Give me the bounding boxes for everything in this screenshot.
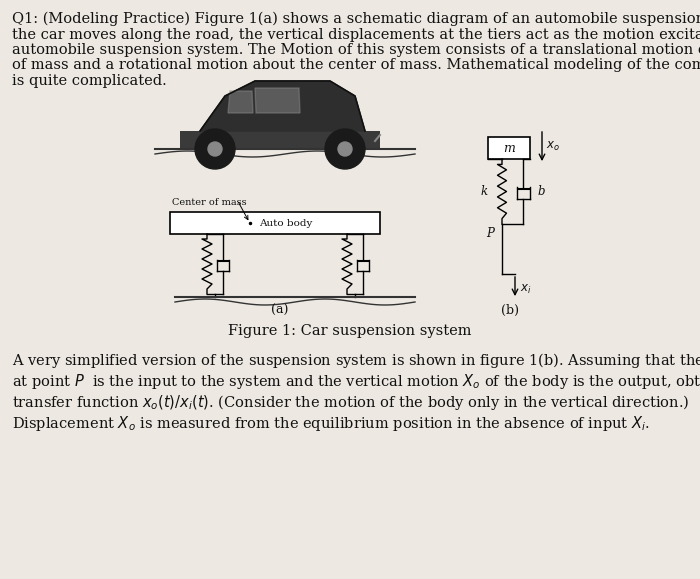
Text: m: m xyxy=(503,141,515,155)
Text: automobile suspension system. The Motion of this system consists of a translatio: automobile suspension system. The Motion… xyxy=(12,43,700,57)
Text: A very simplified version of the suspension system is shown in figure 1(b). Assu: A very simplified version of the suspens… xyxy=(12,351,700,370)
Text: of mass and a rotational motion about the center of mass. Mathematical modeling : of mass and a rotational motion about th… xyxy=(12,58,700,72)
Text: (b): (b) xyxy=(501,304,519,317)
Text: the car moves along the road, the vertical displacements at the tiers act as the: the car moves along the road, the vertic… xyxy=(12,27,700,42)
Circle shape xyxy=(208,142,222,156)
Polygon shape xyxy=(255,88,300,113)
Text: is quite complicated.: is quite complicated. xyxy=(12,74,167,88)
Text: Auto body: Auto body xyxy=(259,218,312,228)
Circle shape xyxy=(325,129,365,169)
Circle shape xyxy=(338,142,352,156)
Text: k: k xyxy=(480,185,488,198)
Text: at point $P$  is the input to the system and the vertical motion $X_o$ of the bo: at point $P$ is the input to the system … xyxy=(12,372,700,391)
Polygon shape xyxy=(200,81,365,131)
Text: Figure 1: Car suspension system: Figure 1: Car suspension system xyxy=(228,324,472,338)
Circle shape xyxy=(195,129,235,169)
Text: $x_o$: $x_o$ xyxy=(546,140,560,153)
Text: transfer function $x_o\left(t\right)/x_i\left(t\right)$. (Consider the motion of: transfer function $x_o\left(t\right)/x_i… xyxy=(12,393,690,412)
Bar xyxy=(180,131,380,149)
Polygon shape xyxy=(228,91,253,113)
Text: P: P xyxy=(486,227,494,240)
Text: Center of mass: Center of mass xyxy=(172,198,246,207)
Bar xyxy=(488,137,530,159)
Text: Q1: (Modeling Practice) Figure 1(a) shows a schematic diagram of an automobile s: Q1: (Modeling Practice) Figure 1(a) show… xyxy=(12,12,700,27)
Text: Displacement $X_o$ is measured from the equilibrium position in the absence of i: Displacement $X_o$ is measured from the … xyxy=(12,414,650,433)
Text: b: b xyxy=(538,185,545,198)
Bar xyxy=(170,212,380,234)
Text: (a): (a) xyxy=(272,304,288,317)
Text: $x_i$: $x_i$ xyxy=(520,283,531,296)
